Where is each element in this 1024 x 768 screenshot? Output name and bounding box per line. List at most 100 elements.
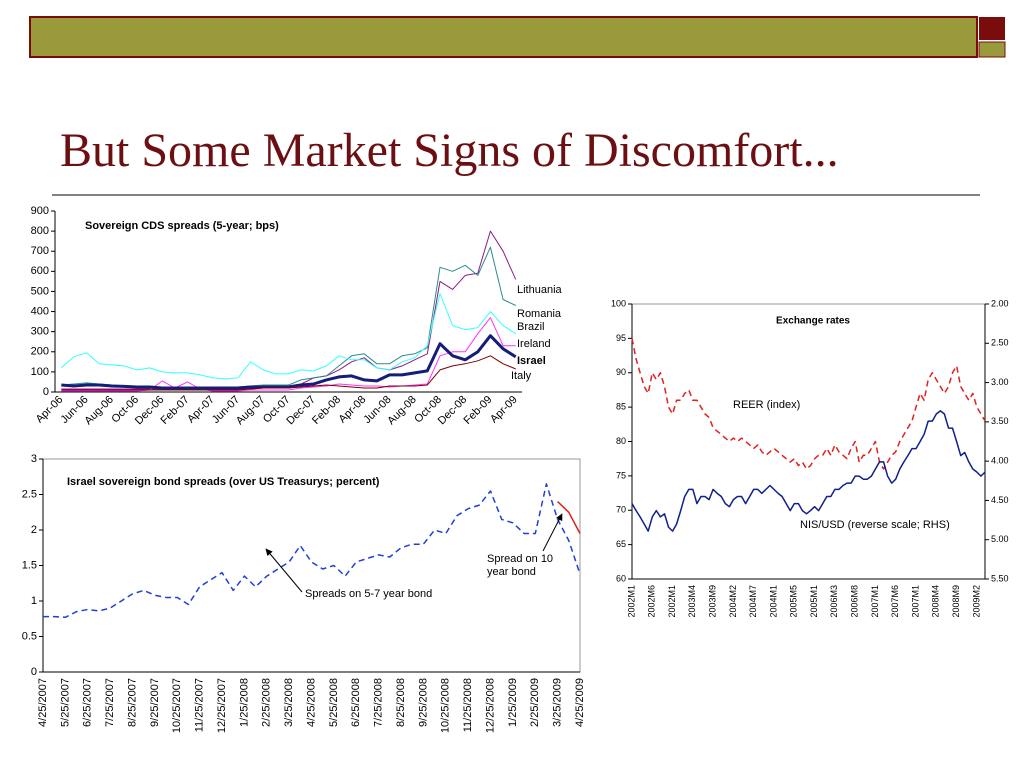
x-tick-label: 2003M4 [687, 585, 697, 618]
x-tick-label: Feb-08 [310, 394, 343, 427]
y2-tick-label: 4.50 [991, 495, 1009, 505]
x-tick-label: 11/25/2007 [194, 678, 206, 732]
x-tick-label: 8/25/2007 [126, 678, 138, 727]
series-line [631, 410, 986, 532]
y2-tick-label: 2.50 [991, 338, 1009, 348]
y-tick-label: 100 [611, 298, 626, 308]
x-tick-label: 4/25/2007 [37, 678, 49, 727]
series-line [61, 317, 516, 392]
y-tick-label: 1 [31, 595, 37, 607]
annotation-box: Brazil [517, 321, 545, 333]
annotation-box: Romania [517, 308, 562, 320]
x-tick-label: 2002M1 [626, 585, 636, 618]
y-tick-label: 300 [31, 326, 49, 338]
x-tick-label: 2002M6 [647, 585, 657, 618]
x-tick-label: 8/25/2008 [395, 678, 407, 727]
x-tick-label: Aug-06 [82, 394, 116, 428]
y-tick-label: 95 [616, 333, 626, 343]
x-tick-label: 2/25/2008 [261, 678, 273, 727]
x-tick-label: 5/25/2007 [59, 678, 71, 727]
x-tick-label: 2005M5 [789, 585, 799, 618]
y2-tick-label: 5.50 [991, 573, 1009, 583]
y2-tick-label: 2.00 [991, 298, 1009, 308]
y-tick-label: 60 [616, 573, 626, 583]
header-square [979, 17, 1005, 40]
arrow [542, 513, 563, 552]
x-tick-label: 2004M1 [768, 585, 778, 618]
arrow [265, 548, 303, 593]
x-tick-label: 2006M3 [829, 585, 839, 618]
y2-tick-label: 3.50 [991, 416, 1009, 426]
header-square [978, 41, 1006, 58]
x-tick-label: 12/25/2008 [484, 678, 496, 733]
series-line [631, 338, 986, 470]
x-tick-label: 1/25/2008 [238, 678, 250, 727]
series-line [43, 483, 581, 619]
x-tick-label: 2/25/2009 [529, 678, 541, 727]
x-tick-label: 6/25/2007 [82, 678, 94, 727]
series-line [61, 230, 517, 391]
x-tick-label: 2007M1 [910, 585, 920, 618]
x-tick-label: 11/25/2008 [462, 678, 474, 732]
x-tick-label: 3/25/2009 [552, 678, 564, 727]
annotation-box: Spreads on 5-7 year bond [305, 588, 432, 600]
y-tick-label: 0 [43, 386, 49, 398]
x-tick-label: 2002M1 [667, 585, 677, 618]
y-tick-label: 100 [31, 366, 49, 378]
y-tick-label: 3 [31, 453, 37, 465]
series-label: Romania [517, 308, 562, 320]
series-line [61, 355, 516, 391]
x-tick-label: Aug-08 [385, 394, 419, 428]
y-tick-label: 2.5 [22, 488, 37, 500]
y-tick-label: 800 [31, 225, 49, 237]
y-tick-label: 75 [616, 470, 626, 480]
x-tick-label: 2009M2 [971, 585, 981, 618]
x-tick-label: 4/25/2009 [574, 678, 586, 727]
y-tick-label: 0 [31, 666, 37, 678]
y-tick-label: 0.5 [22, 630, 37, 642]
x-tick-label: 4/25/2008 [305, 678, 317, 727]
y-tick-label: 600 [31, 265, 49, 277]
chart-title: Exchange rates [776, 316, 850, 327]
series-line [60, 293, 516, 380]
x-tick-label: 1/25/2009 [507, 678, 519, 727]
series-label: NIS/USD (reverse scale; RHS) [800, 519, 950, 531]
y-tick-label: 900 [31, 205, 49, 217]
series-label: REER (index) [733, 399, 801, 411]
slide-title: But Some Market Signs of Discomfort... [60, 124, 839, 177]
x-tick-label: 2004M7 [748, 585, 758, 618]
series-line [557, 501, 581, 534]
y-tick-label: 500 [31, 285, 49, 297]
x-tick-label: 5/25/2008 [328, 678, 340, 727]
x-tick-label: Aug-07 [234, 394, 268, 428]
chart-title: Sovereign CDS spreads (5-year; bps) [85, 220, 279, 232]
x-tick-label: 2005M1 [809, 585, 819, 618]
x-tick-label: 2004M2 [728, 585, 738, 618]
x-tick-label: 2007M6 [890, 585, 900, 618]
annotation-box: Ireland [517, 338, 551, 350]
chart-title: Israel sovereign bond spreads (over US T… [67, 476, 380, 488]
series-label: Italy [511, 370, 532, 382]
y-tick-label: 80 [616, 436, 626, 446]
y-tick-label: 70 [616, 505, 626, 515]
series-label: Lithuania [517, 284, 562, 296]
annotation-box: Israel [517, 355, 546, 367]
series-label: Brazil [517, 321, 545, 333]
y2-tick-label: 3.00 [991, 377, 1009, 387]
y-tick-label: 700 [31, 245, 49, 257]
y-tick-label: 90 [616, 367, 626, 377]
x-tick-label: 10/25/2007 [171, 678, 183, 733]
x-tick-label: 2006M8 [850, 585, 860, 618]
x-tick-label: 7/25/2008 [373, 678, 385, 727]
series-line [61, 246, 516, 388]
series-label: Ireland [517, 338, 551, 350]
y-tick-label: 1.5 [22, 559, 37, 571]
x-tick-label: 9/25/2007 [149, 678, 161, 727]
x-tick-label: Feb-09 [461, 394, 494, 427]
x-tick-label: 9/25/2008 [417, 678, 429, 727]
x-tick-label: 2008M4 [931, 585, 941, 618]
x-tick-label: 3/25/2008 [283, 678, 295, 727]
y-tick-label: 2 [31, 524, 37, 536]
